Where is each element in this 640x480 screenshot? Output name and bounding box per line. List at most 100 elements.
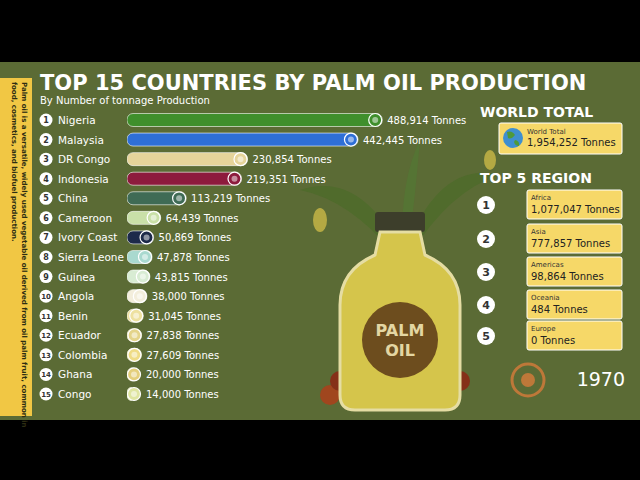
rank: 10: [41, 293, 51, 301]
rank: 15: [41, 391, 51, 399]
flag-badge: [133, 313, 139, 319]
flag-badge: [132, 332, 138, 338]
data-label: 20,000 Tonnes: [146, 369, 219, 380]
data-label: 38,000 Tonnes: [152, 291, 225, 302]
world-value: 1,954,252 Tonnes: [527, 137, 616, 148]
flag-badge: [234, 153, 247, 166]
rank-badge: [40, 114, 53, 127]
flag-badge: [151, 215, 157, 221]
flag-badge: [140, 231, 153, 244]
region-rank: 2: [482, 233, 490, 246]
region-rank-badge: [477, 327, 495, 345]
rank: 4: [43, 175, 49, 184]
region-value: 484 Tonnes: [531, 304, 588, 315]
category-label: Colombia: [58, 349, 107, 361]
rank: 6: [43, 214, 49, 223]
globe-icon: [503, 128, 523, 148]
rank: 1: [43, 116, 49, 125]
rank: 8: [43, 253, 49, 262]
subtitle: By Number of tonnage Production: [40, 95, 210, 106]
region-value: 777,857 Tonnes: [531, 238, 610, 249]
flag-badge: [348, 137, 354, 143]
bottle-text: PALM: [376, 321, 425, 340]
flag-badge: [128, 387, 141, 400]
bar: [127, 290, 147, 303]
panel-bg: [0, 62, 640, 420]
canvas: PALMOILPalm oil is a versatile, widely u…: [0, 0, 640, 480]
bar: [127, 133, 358, 146]
flag-badge: [138, 250, 151, 263]
region-rank: 3: [482, 266, 490, 279]
bottle: [340, 232, 460, 410]
rank-badge: [40, 153, 53, 166]
rank: 13: [41, 352, 51, 360]
rank-badge: [40, 270, 53, 283]
flag-badge: [228, 172, 241, 185]
flag-badge: [140, 274, 146, 280]
rank-badge: [40, 348, 53, 361]
flag-badge: [128, 329, 141, 342]
rank-badge: [40, 172, 53, 185]
rank-badge: [40, 387, 53, 400]
data-label: 47,878 Tonnes: [157, 252, 230, 263]
rank-badge: [40, 211, 53, 224]
category-label: DR Congo: [58, 153, 110, 165]
data-label: 64,439 Tonnes: [166, 213, 239, 224]
bar: [127, 114, 382, 127]
bar: [127, 329, 142, 342]
category-label: Benin: [58, 310, 88, 322]
rank: 12: [41, 332, 51, 340]
globe-icon: [507, 131, 519, 146]
bar: [127, 153, 248, 166]
flag-badge: [128, 368, 141, 381]
data-label: 230,854 Tonnes: [253, 154, 332, 165]
category-label: Congo: [58, 388, 92, 400]
year: 1970: [577, 368, 625, 390]
bar: [127, 348, 141, 361]
rank-badge: [40, 192, 53, 205]
bottom-band: [0, 420, 640, 480]
rank: 7: [43, 233, 49, 242]
drop: [484, 150, 496, 170]
bar: [127, 211, 161, 224]
data-label: 442,445 Tonnes: [363, 135, 442, 146]
rank-badge: [40, 329, 53, 342]
rank: 2: [43, 136, 49, 145]
rank-badge: [40, 133, 53, 146]
bar: [127, 250, 152, 263]
flag-badge: [147, 211, 160, 224]
title: TOP 15 COUNTRIES BY PALM OIL PRODUCTION: [40, 71, 586, 95]
region-rank-badge: [477, 196, 495, 214]
category-label: Cameroon: [58, 212, 112, 224]
rank-badge: [40, 368, 53, 381]
rank: 3: [43, 155, 49, 164]
flag-badge: [131, 391, 137, 397]
region-name: Africa: [531, 194, 551, 202]
region-box: [527, 224, 622, 253]
region-rank-badge: [477, 230, 495, 248]
region-name: Americas: [531, 261, 564, 269]
sidebar-text: food, cosmetics, and biofuel production.: [10, 82, 18, 242]
flag-badge: [131, 352, 137, 358]
rank: 11: [41, 313, 51, 321]
region-value: 1,077,047 Tonnes: [531, 204, 620, 215]
data-label: 27,609 Tonnes: [146, 350, 219, 361]
flag-badge: [232, 176, 238, 182]
region-value: 98,864 Tonnes: [531, 271, 604, 282]
bar: [127, 172, 242, 185]
flag-badge: [137, 293, 143, 299]
flag-badge: [130, 309, 143, 322]
flag-badge: [176, 195, 182, 201]
category-label: Ghana: [58, 368, 92, 380]
sidebar-text: Palm oil is a versatile, widely used veg…: [20, 82, 28, 428]
flag-badge: [344, 133, 357, 146]
data-label: 488,914 Tonnes: [387, 115, 466, 126]
bottle-label: [362, 302, 438, 378]
data-label: 219,351 Tonnes: [247, 174, 326, 185]
world-box: [499, 123, 622, 154]
drop: [313, 208, 327, 232]
region-name: Asia: [531, 228, 546, 236]
rank-badge: [40, 231, 53, 244]
flag-badge: [142, 254, 148, 260]
rank: 5: [43, 194, 49, 203]
